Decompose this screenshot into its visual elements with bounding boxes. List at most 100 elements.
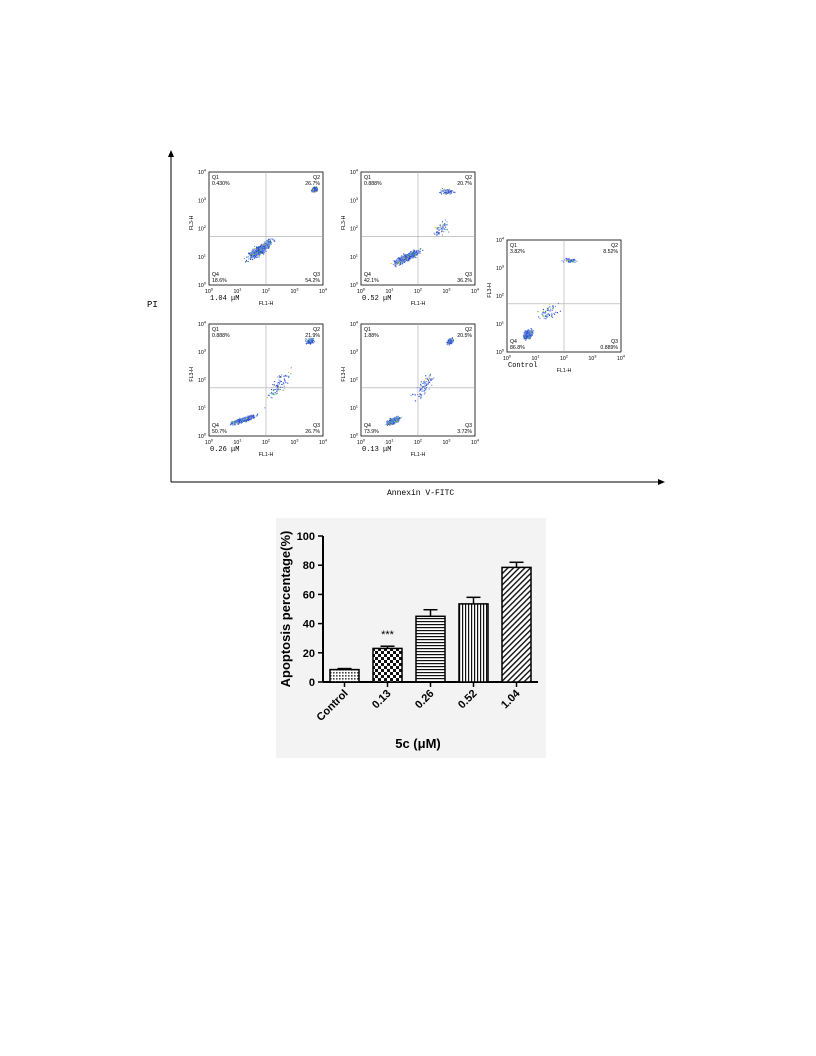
x-tick-label: 104 — [319, 287, 328, 296]
pi-axis-label: PI — [147, 300, 158, 310]
q2-value: 20.5% — [457, 333, 472, 339]
scatter-points — [522, 257, 578, 341]
x-tick-label: 104 — [471, 438, 480, 447]
x-tick-label: 101 — [385, 287, 394, 296]
y-tick-label: 100 — [350, 281, 359, 290]
q3-label: Q3 — [313, 272, 320, 278]
q4-label: Q4 — [212, 272, 219, 278]
q1-value: 0.430% — [212, 181, 230, 187]
q3-value: 0.889% — [600, 345, 618, 351]
fl1h-label: FL1-H — [259, 452, 274, 458]
y-tick-label: 103 — [350, 348, 359, 357]
x-tick-label: 101 — [233, 438, 242, 447]
q4-value: 18.6% — [212, 278, 227, 284]
y-tick-label: 103 — [350, 196, 359, 205]
x-tick-label: 100 — [205, 438, 214, 447]
y-tick-label: 103 — [496, 264, 505, 273]
x-tick-label: 103 — [290, 438, 299, 447]
q2-label: Q2 — [313, 327, 320, 333]
x-tick-label: 101 — [385, 438, 394, 447]
q1-value: 3.82% — [510, 249, 525, 255]
y-tick-label: 102 — [198, 224, 207, 233]
y-tick-label: 101 — [350, 404, 359, 413]
q1-label: Q1 — [212, 327, 219, 333]
y-tick-label: 101 — [496, 320, 505, 329]
q4-label: Q4 — [212, 423, 219, 429]
panel-condition-label: 0.26 μM — [210, 446, 239, 454]
q3-label: Q3 — [313, 423, 320, 429]
q1-value: 0.888% — [364, 181, 382, 187]
q4-value: 86.8% — [510, 345, 525, 351]
q1-label: Q1 — [364, 327, 371, 333]
q2-label: Q2 — [611, 243, 618, 249]
x-tick-label: 102 — [262, 438, 271, 447]
x-tick-label: 101 — [531, 354, 540, 363]
q1-label: Q1 — [364, 175, 371, 181]
y-tick-label: 103 — [198, 348, 207, 357]
y-tick-label: 102 — [198, 376, 207, 385]
panel-condition-label: 0.13 μM — [362, 446, 391, 454]
q2-label: Q2 — [465, 327, 472, 333]
fl3h-label: FL3-H — [341, 367, 347, 382]
y-tick-label: 103 — [198, 196, 207, 205]
x-tick-label: 101 — [233, 287, 242, 296]
q1-value: 1.88% — [364, 333, 379, 339]
y-tick-label: 101 — [198, 404, 207, 413]
x-tick-label: 103 — [442, 287, 451, 296]
q2-value: 21.9% — [305, 333, 320, 339]
panel-condition-label: Control — [508, 362, 537, 370]
scatter-points — [390, 188, 456, 268]
q3-label: Q3 — [465, 272, 472, 278]
y-tick-label: 100 — [198, 281, 207, 290]
x-tick-label: 100 — [357, 438, 366, 447]
bar-chart-background — [276, 518, 546, 758]
fl1h-label: FL1-H — [557, 368, 572, 374]
x-tick-label: 102 — [262, 287, 271, 296]
y-tick-label: 101 — [350, 252, 359, 261]
scatter-points — [229, 337, 315, 426]
x-tick-label: 102 — [414, 438, 423, 447]
fl1h-label: FL1-H — [411, 452, 426, 458]
q4-value: 50.7% — [212, 429, 227, 435]
q1-value: 0.888% — [212, 333, 230, 339]
x-tick-label: 104 — [471, 287, 480, 296]
q1-label: Q1 — [212, 175, 219, 181]
fl1h-label: FL1-H — [259, 301, 274, 307]
q4-label: Q4 — [510, 339, 517, 345]
q4-label: Q4 — [364, 272, 371, 278]
y-tick-label: 102 — [496, 292, 505, 301]
q4-label: Q4 — [364, 423, 371, 429]
panel-condition-label: 1.04 μM — [210, 295, 239, 303]
q3-value: 36.2% — [457, 278, 472, 284]
y-tick-label: 100 — [350, 432, 359, 441]
x-tick-label: 103 — [442, 438, 451, 447]
y-tick-label: 102 — [350, 376, 359, 385]
q4-value: 42.1% — [364, 278, 379, 284]
q3-value: 26.7% — [305, 429, 320, 435]
y-tick-label: 100 — [198, 432, 207, 441]
y-tick-label: 102 — [350, 224, 359, 233]
y-tick-label: 100 — [496, 348, 505, 357]
scatter-points — [243, 186, 318, 263]
fl3h-label: FL3-H — [487, 283, 493, 298]
x-tick-label: 103 — [290, 287, 299, 296]
fl3h-label: FL3-H — [189, 367, 195, 382]
y-tick-label: 104 — [350, 168, 359, 177]
x-tick-label: 100 — [205, 287, 214, 296]
q2-label: Q2 — [465, 175, 472, 181]
y-tick-label: 104 — [198, 320, 207, 329]
x-tick-label: 104 — [319, 438, 328, 447]
q1-label: Q1 — [510, 243, 517, 249]
q2-label: Q2 — [313, 175, 320, 181]
scatter-points — [385, 337, 455, 426]
q3-label: Q3 — [611, 339, 618, 345]
y-tick-label: 104 — [350, 320, 359, 329]
annexin-axis-label: Annexin V-FITC — [387, 489, 454, 498]
y-tick-label: 101 — [198, 252, 207, 261]
q3-label: Q3 — [465, 423, 472, 429]
x-tick-label: 102 — [414, 287, 423, 296]
